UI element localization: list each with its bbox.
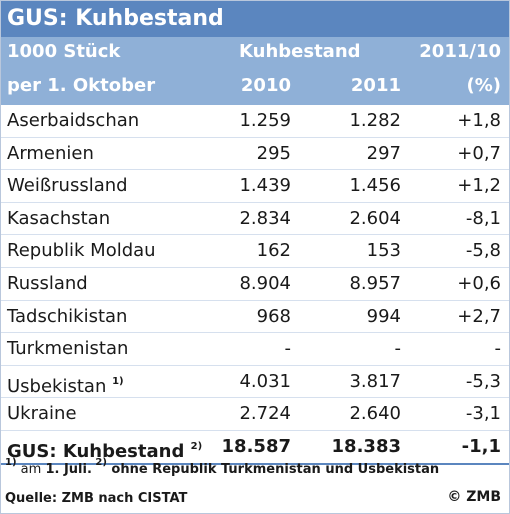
value-2010: 2.834 [239,207,291,229]
header-change-label: 2011/10 [419,41,501,62]
value-2011: 8.957 [349,272,401,294]
value-2011: 994 [366,305,401,327]
value-2010: 295 [256,142,291,164]
source-note: Quelle: ZMB nach CISTAT [5,491,188,506]
value-2011: - [394,338,402,360]
footnote: 1) am 1. Juli. 2) ohne Republik Turkmeni… [5,457,439,477]
value-2011: 297 [366,142,401,164]
table-row: Russland 8.904 8.957 +0,6 [1,268,509,301]
table-row: Weißrussland 1.439 1.456 +1,2 [1,170,509,203]
value-2010: - [284,338,292,360]
table-row: Aserbaidschan 1.259 1.282 +1,8 [1,105,509,138]
value-2010: 2.724 [239,403,291,425]
value-change: +0,7 [457,142,501,164]
value-change: -5,3 [465,370,501,392]
footnote-mark-2: 2) [91,457,107,468]
footnote-mark-1: 1) [5,457,17,468]
row-label-text: Turkmenistan [7,338,129,360]
value-change: -3,1 [465,403,501,425]
table-row: Ukraine 2.724 2.640 -3,1 [1,398,509,431]
copyright: © ZMB [447,489,501,505]
footnote-text-2: ohne Republik Turkmenistan und Usbekista… [106,462,440,477]
table-body: Aserbaidschan 1.259 1.282 +1,8 Armenien 295 29… [1,105,509,465]
row-footnote-mark: 2) [190,440,203,452]
value-2011: 18.383 [331,435,401,457]
row-label: Weißrussland [7,170,128,202]
table-row: Republik Moldau 162 153 -5,8 [1,235,509,268]
table-total-row: GUS: Kuhbestand 2) 18.587 18.383 -1,1 [1,431,509,465]
header-year-2010: 2010 [240,75,291,96]
row-label: Russland [7,268,88,300]
row-label-text: Kasachstan [7,207,111,229]
row-label-text: Aserbaidschan [7,110,140,131]
value-change: +2,7 [457,305,501,327]
value-change: -8,1 [465,207,501,229]
value-2011: 1.456 [349,175,401,197]
value-2010: 18.587 [221,435,291,457]
value-2010: 968 [256,305,291,327]
value-change: +0,6 [457,272,501,294]
header-unit-line2: per 1. Oktober [7,75,156,96]
row-label-text: Tadschikistan [7,305,128,327]
value-2011: 3.817 [349,370,401,392]
row-label-text: Republik Moldau [7,240,156,262]
value-change: +1,2 [457,175,501,197]
row-label: Kasachstan [7,203,110,235]
row-label-text: Weißrussland [7,175,128,197]
value-change: +1,8 [457,110,501,131]
row-label: GUS: Kuhbestand 2) [7,431,202,468]
row-label-text: Armenien [7,142,94,164]
table-header: 1000 Stück per 1. Oktober Kuhbestand 201… [1,37,509,105]
value-2010: 4.031 [239,370,291,392]
value-2011: 153 [366,240,401,262]
header-change-unit: (%) [466,75,502,96]
value-change: - [494,338,502,360]
header-unit-line1: 1000 Stück [7,41,121,62]
value-change: -1,1 [461,435,501,457]
value-2011: 2.640 [349,403,401,425]
row-label: Aserbaidschan [7,105,139,137]
row-label-text: Ukraine [7,403,77,425]
row-label: Armenien [7,138,94,170]
value-2010: 162 [256,240,291,262]
header-group-label: Kuhbestand [239,41,361,62]
table-row: Usbekistan 1) 4.031 3.817 -5,3 [1,366,509,399]
row-label: Ukraine [7,398,77,430]
table-title: GUS: Kuhbestand [1,1,509,37]
row-label-text: Usbekistan [7,375,107,397]
table-row: Tadschikistan 968 994 +2,7 [1,301,509,334]
row-label-text: Russland [7,272,88,294]
row-label: Usbekistan 1) [7,366,124,403]
value-2010: 1.439 [239,175,291,197]
table-row: Armenien 295 297 +0,7 [1,138,509,171]
header-year-2011: 2011 [350,75,401,96]
footnote-text-1b: 1. Juli. [45,462,92,477]
value-2010: 1.259 [239,110,291,131]
footnote-text-1a: am [16,462,46,477]
table-row: Turkmenistan - - - [1,333,509,366]
table-row: Kasachstan 2.834 2.604 -8,1 [1,203,509,236]
value-2011: 1.282 [349,110,401,131]
value-2010: 8.904 [239,272,291,294]
value-change: -5,8 [465,240,501,262]
row-label-text: GUS: Kuhbestand [7,440,185,462]
row-label: Tadschikistan [7,301,127,333]
row-label: Turkmenistan [7,333,128,365]
row-footnote-mark: 1) [112,375,124,387]
value-2011: 2.604 [349,207,401,229]
row-label: Republik Moldau [7,235,156,267]
